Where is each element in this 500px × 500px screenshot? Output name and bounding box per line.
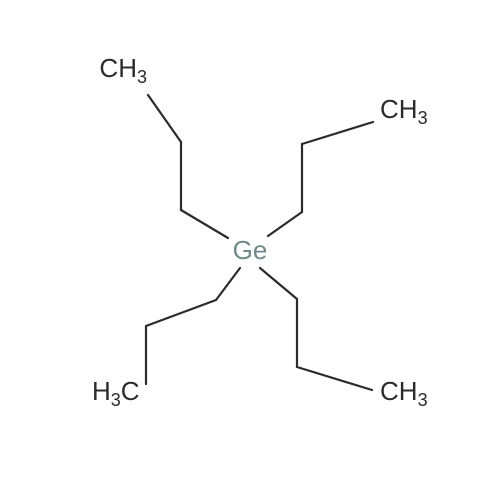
molecular-diagram: GeCH3CH3H3CCH3	[0, 0, 500, 500]
atom-label-center: Ge	[233, 235, 268, 265]
